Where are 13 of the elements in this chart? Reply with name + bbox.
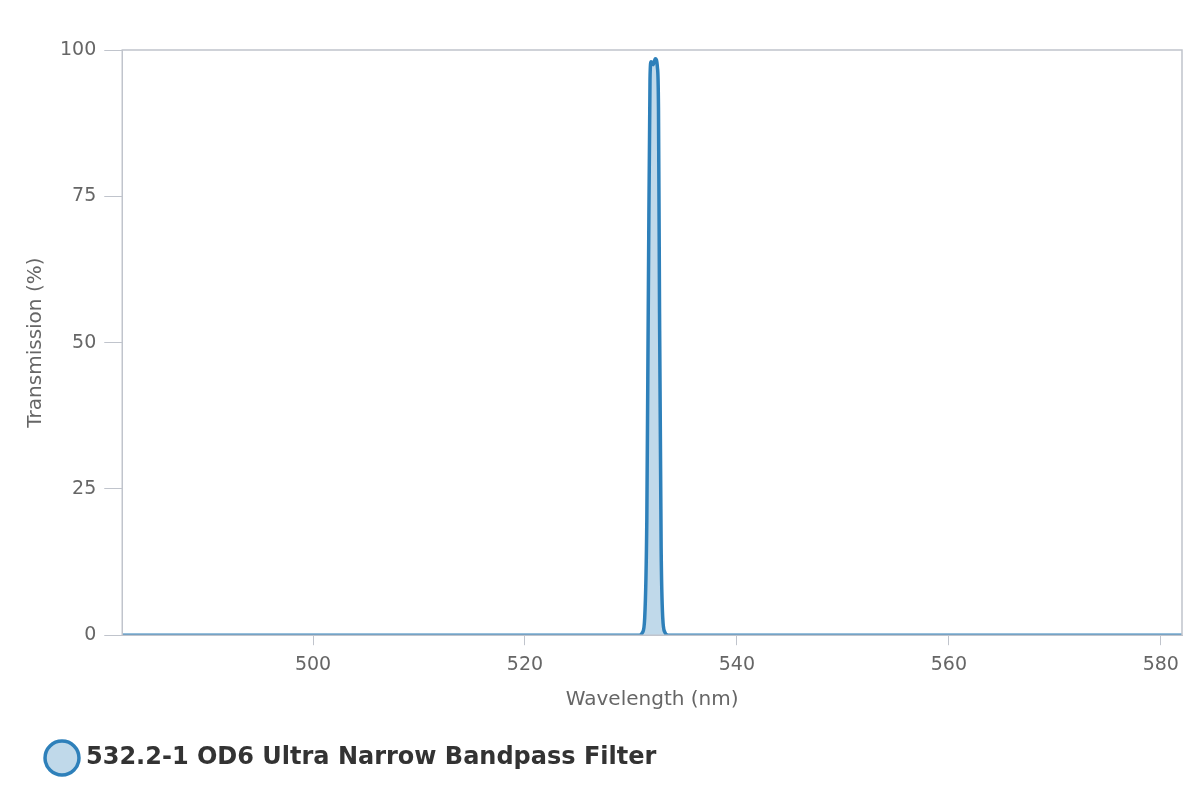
y-tick-label: 50 [72,329,97,352]
y-tick-label: 0 [84,622,97,645]
x-tick-label: 500 [294,651,332,674]
x-tick-label: 520 [506,651,544,674]
x-axis-title: Wavelength (nm) [565,686,739,711]
legend-label: 532.2-1 OD6 Ultra Narrow Bandpass Filter [86,742,657,771]
x-tick-label: 560 [930,651,967,674]
y-axis-title: Transmission (%) [22,257,47,429]
x-tick-label: 580 [1142,651,1179,674]
y-tick-label: 100 [60,36,97,59]
y-tick-label: 25 [72,475,97,498]
x-tick-label: 540 [718,651,756,674]
y-tick-label: 75 [72,183,97,206]
